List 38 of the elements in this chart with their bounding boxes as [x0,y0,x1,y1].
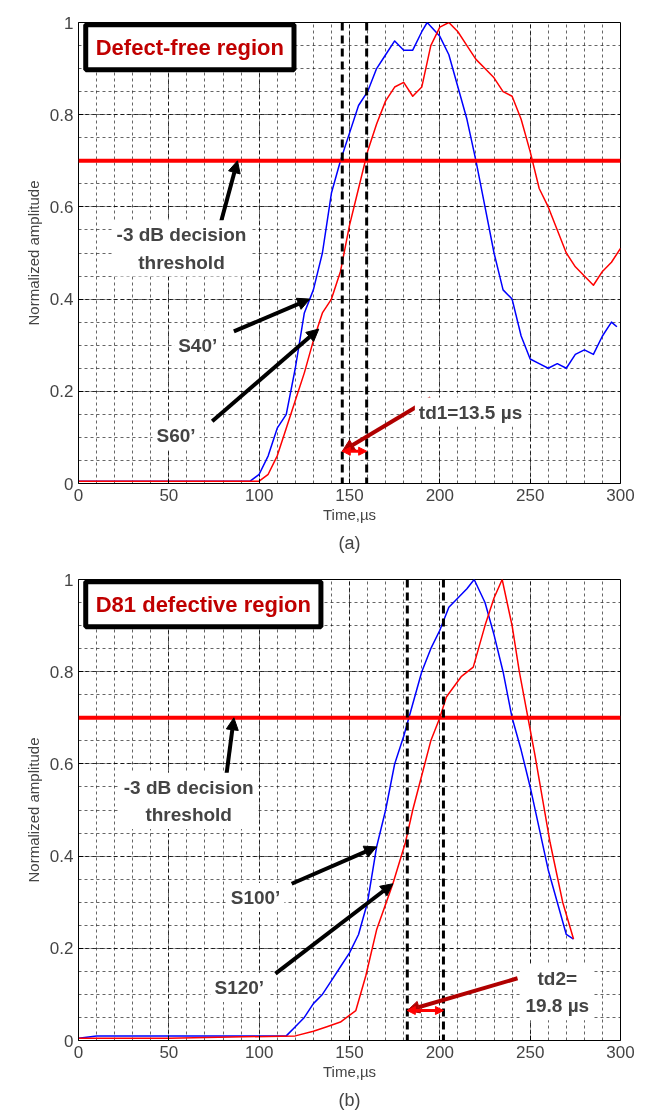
x-tick-label: 300 [606,485,635,505]
x-axis-title: Time,µs [322,1062,377,1080]
annotation: -3 dB decision threshold [116,224,247,273]
y-tick-label: 0.6 [49,197,74,217]
annotation: S40’ [178,334,218,356]
annotation: S60’ [156,424,196,446]
x-tick-label: 50 [159,1042,179,1062]
annotation: S120’ [214,976,265,998]
y-tick-label: 0.4 [49,290,74,310]
y-tick-label: 0.8 [49,662,74,682]
y-axis-title: Normalized amplitude [24,180,42,326]
text: (b) [338,1089,361,1110]
x-tick-label: 250 [515,1042,545,1062]
x-tick-label: 250 [515,485,545,505]
y-tick-label: 1 [64,13,74,33]
annotation: td2= 19.8 µs [525,967,590,1017]
x-tick-label: 100 [244,485,274,505]
x-tick-label: 150 [335,485,364,505]
text: (a) [338,532,361,553]
x-tick-label: 100 [244,1042,274,1062]
x-tick-label: 200 [425,485,455,505]
y-tick-label: 0.2 [49,382,74,402]
y-tick-label: 0.8 [49,105,74,125]
x-tick-label: 150 [335,1042,364,1062]
annotation: -3 dB decision threshold [123,776,254,825]
x-tick-label: 50 [159,485,179,505]
annotation: td1=13.5 µs [418,401,523,423]
annotation: S100’ [230,887,281,909]
x-axis-title: Time,µs [322,505,377,523]
y-tick-label: 0.6 [49,754,74,774]
x-tick-label: 200 [425,1042,455,1062]
y-tick-label: 0.4 [49,847,74,867]
y-tick-label: 1 [64,570,74,590]
text: Defect-free region [95,34,285,60]
x-tick-label: 300 [606,1042,635,1062]
text: D81 defective region [95,591,311,617]
y-tick-label: 0.2 [49,939,74,959]
y-axis-title: Normalized amplitude [24,737,42,883]
